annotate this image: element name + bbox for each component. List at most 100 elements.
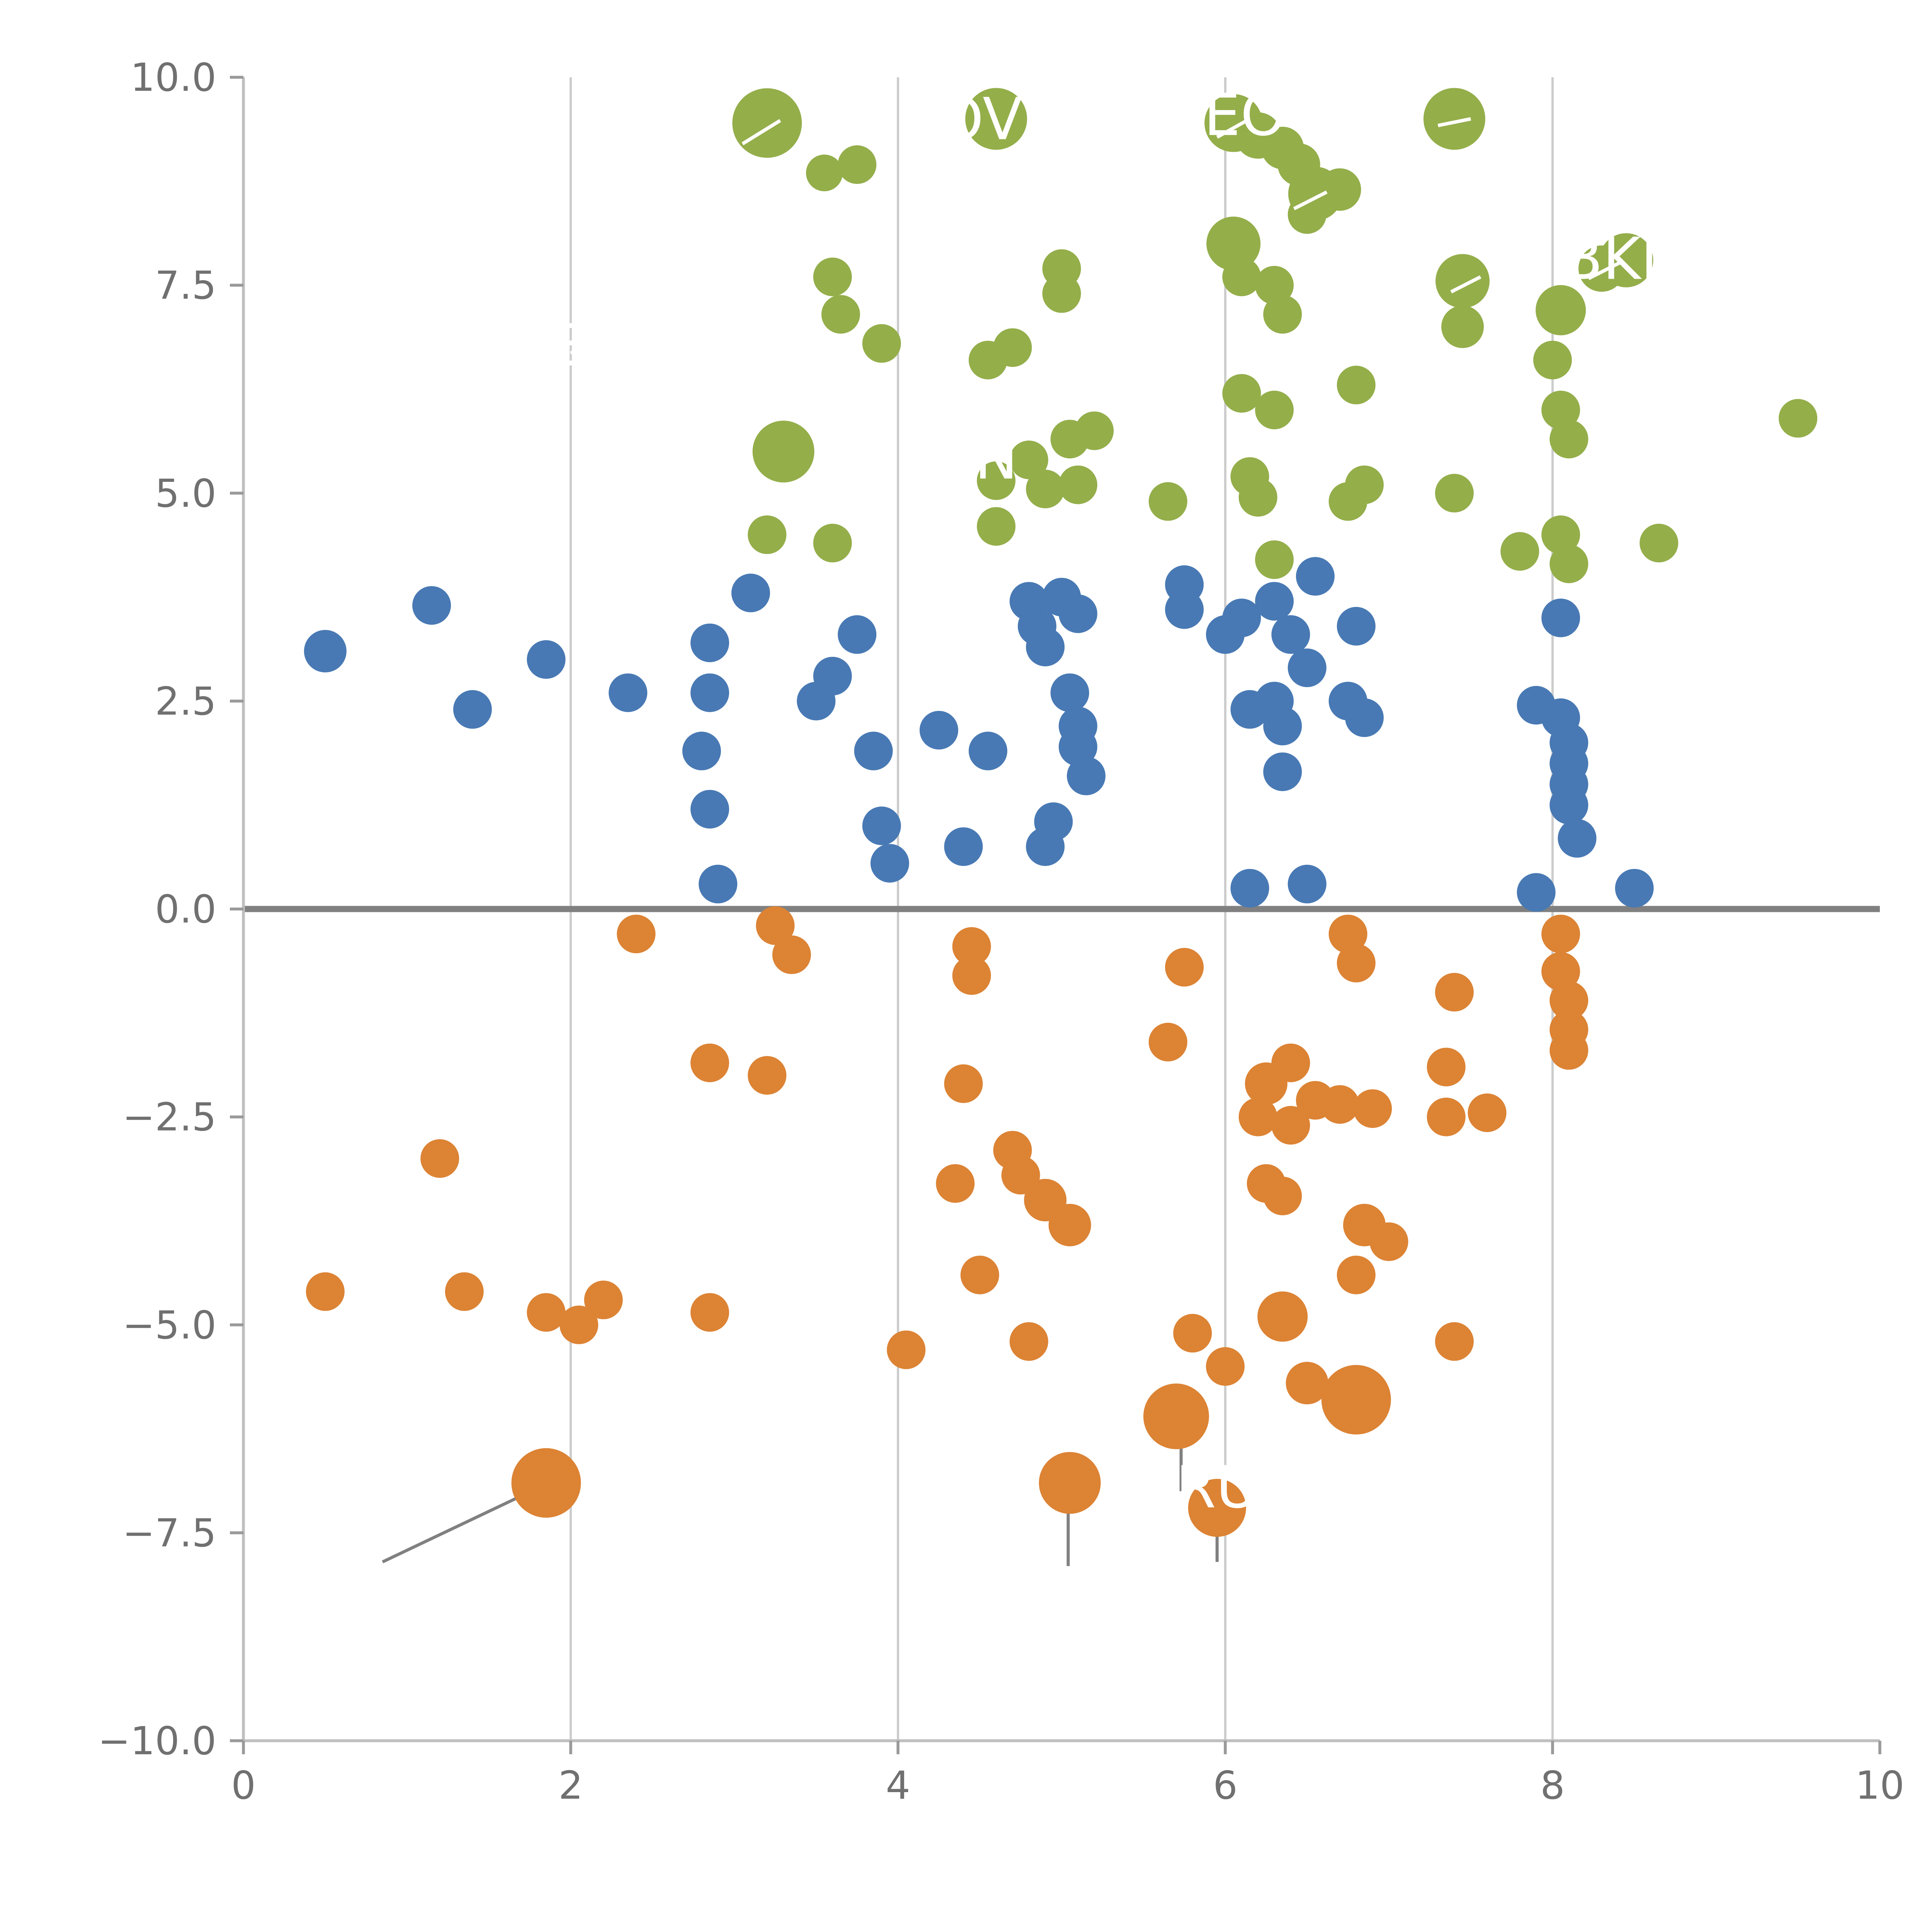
scatter-point-green: [1318, 168, 1361, 211]
scatter-point-green: [1441, 305, 1484, 348]
scatter-point-blue: [968, 731, 1007, 770]
scatter-point-orange: [1148, 1022, 1187, 1061]
x-tick-label: 2: [558, 1763, 583, 1808]
scatter-point-blue: [527, 640, 566, 679]
scatter-point-green: [1541, 515, 1580, 554]
scatter-point-blue: [854, 731, 893, 770]
scatter-point-blue: [690, 790, 729, 829]
scatter-point-orange: [1320, 1085, 1359, 1124]
scatter-point-blue: [453, 690, 492, 729]
scatter-point-blue: [1165, 590, 1204, 629]
bubble-label: IOV: [921, 86, 1022, 153]
label-leader-line: [1437, 117, 1471, 128]
scatter-point-green: [813, 257, 852, 296]
scatter-point-green: [838, 145, 877, 184]
scatter-point-green: [1255, 540, 1294, 579]
scatter-point-orange: [756, 906, 795, 945]
scatter-point-blue: [1230, 869, 1269, 908]
scatter-point-orange: [1468, 1093, 1507, 1132]
scatter-point-green: [748, 515, 787, 554]
scatter-point-blue: [1271, 615, 1310, 654]
scatter-point-green: [993, 328, 1032, 367]
scatter-point-orange: [1427, 1048, 1466, 1087]
scatter-point-green: [732, 88, 802, 158]
scatter-point-blue: [944, 827, 983, 866]
scatter-point-green: [1536, 285, 1586, 335]
scatter-point-blue: [1345, 698, 1384, 737]
scatter-point-orange: [306, 1272, 345, 1311]
scatter-point-orange: [1427, 1097, 1466, 1136]
label-leader-line: [1293, 190, 1328, 211]
scatter-point-orange: [420, 1139, 459, 1178]
scatter-point-orange: [1165, 948, 1204, 987]
scatter-point-green: [1337, 366, 1376, 405]
scatter-point-orange: [1541, 952, 1580, 991]
y-tick-label: 0.0: [155, 887, 216, 932]
scatter-point-blue: [690, 623, 729, 662]
scatter-point-orange: [1337, 944, 1376, 983]
scatter-point-green: [965, 88, 1027, 150]
scatter-point-orange: [952, 956, 991, 995]
scatter-point-orange: [944, 1064, 983, 1103]
scatter-point-orange: [1337, 1255, 1376, 1294]
label-leader-line: [1450, 275, 1481, 294]
scatter-point-blue: [1067, 757, 1106, 796]
scatter-point-orange: [1188, 1479, 1246, 1537]
scatter-point-orange: [1286, 1362, 1328, 1405]
scatter-point-orange: [560, 1305, 599, 1344]
scatter-point-green: [1549, 420, 1588, 459]
scatter-point-green: [1779, 399, 1818, 438]
scatter-point-blue: [1026, 628, 1065, 667]
scatter-point-blue: [1058, 594, 1097, 633]
scatter-point-green: [977, 461, 1016, 500]
scatter-point-orange: [1435, 1322, 1474, 1361]
scatter-point-green: [806, 155, 843, 192]
scatter-point-blue: [1615, 869, 1654, 908]
scatter-point-orange: [1541, 915, 1580, 954]
y-tick-label: −5.0: [122, 1303, 216, 1348]
scatter-point-blue: [1541, 599, 1580, 638]
scatter-point-orange: [1549, 1031, 1588, 1070]
callout-line: [382, 1488, 536, 1563]
scatter-point-orange: [1143, 1383, 1209, 1449]
x-tick-label: 6: [1213, 1763, 1238, 1808]
scatter-point-green: [1345, 465, 1384, 504]
scatter-point-blue: [1287, 648, 1327, 687]
scatter-point-green: [1206, 216, 1261, 271]
y-tick-label: −2.5: [122, 1095, 216, 1140]
scatter-point-green: [1435, 474, 1474, 513]
scatter-point-orange: [1271, 1106, 1310, 1145]
scatter-point-orange: [952, 927, 991, 966]
scatter-point-blue: [862, 806, 901, 845]
scatter-point-blue: [412, 586, 451, 625]
y-tick-label: 5.0: [155, 471, 216, 516]
scatter-point-blue: [1517, 873, 1556, 912]
scatter-point-orange: [1435, 973, 1474, 1012]
scatter-point-green: [1263, 295, 1302, 334]
bubble-label: E: [556, 312, 592, 379]
scatter-point-green: [1255, 391, 1294, 429]
scatter-point-orange: [1048, 1204, 1091, 1247]
scatter-point-blue: [1230, 690, 1269, 729]
scatter-point-orange: [1039, 1452, 1101, 1514]
scatter-point-blue: [1558, 819, 1597, 858]
scatter-point-green: [1255, 266, 1294, 305]
scatter-point-orange: [511, 1448, 581, 1518]
scatter-point-blue: [870, 844, 909, 883]
scatter-point-orange: [527, 1293, 566, 1332]
scatter-point-blue: [919, 711, 958, 750]
scatter-point-blue: [682, 731, 721, 770]
label-leader-line: [570, 338, 592, 355]
scatter-point-blue: [304, 630, 347, 673]
scatter-point-blue: [1337, 607, 1376, 646]
bubble-label: EO: [1204, 82, 1286, 149]
label-leader-line: [1588, 260, 1622, 280]
scatter-point-blue: [690, 673, 729, 712]
scatter-point-green: [1222, 374, 1261, 413]
scatter-point-green: [862, 324, 901, 363]
scatter-point-green: [821, 295, 860, 334]
scatter-point-blue: [1263, 706, 1302, 745]
scatter-point-orange: [445, 1272, 484, 1311]
scatter-point-orange: [960, 1255, 999, 1294]
